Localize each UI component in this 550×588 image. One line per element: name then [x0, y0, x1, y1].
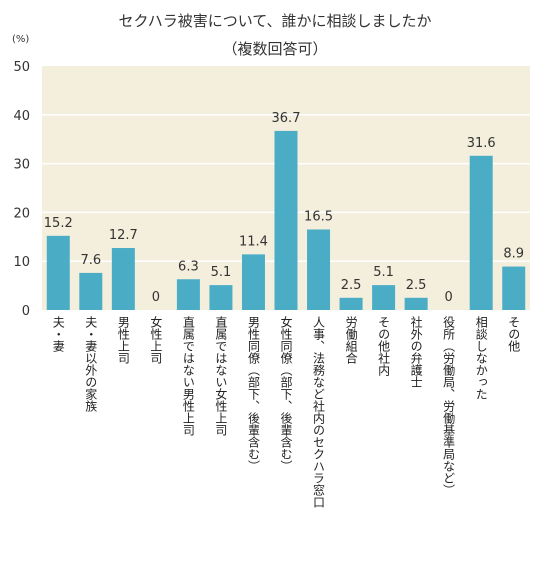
bar-value-label: 5.1	[211, 265, 232, 280]
x-category-label: 男性同僚（部下、後輩含む）	[246, 316, 261, 472]
chart-subtitle: （複数回答可）	[222, 40, 328, 58]
bar-value-label: 8.9	[503, 247, 524, 262]
bar	[502, 266, 526, 310]
x-category-label: 役所（労働局、労働基準局など）	[441, 316, 456, 496]
y-tick-label: 40	[13, 109, 30, 124]
bar	[176, 279, 200, 310]
x-category-label: 相談しなかった	[474, 316, 489, 400]
bar	[79, 272, 103, 310]
x-category-label: 女性上司	[148, 316, 163, 364]
y-tick-label: 30	[13, 158, 30, 173]
y-tick-label: 10	[13, 255, 30, 270]
bar	[372, 285, 396, 310]
y-tick-label: 0	[22, 304, 30, 319]
bar	[339, 297, 363, 310]
y-tick-label: 20	[13, 206, 30, 221]
y-tick-label: 50	[13, 60, 30, 75]
x-category-label: 社外の弁護士	[409, 316, 424, 388]
bar-value-label: 11.4	[239, 234, 268, 249]
bar-value-label: 7.6	[80, 253, 101, 268]
bar	[469, 155, 493, 310]
x-category-label: 人事、法務など社内のセクハラ窓口	[311, 316, 326, 508]
bar	[241, 254, 265, 310]
bar-value-label: 2.5	[341, 278, 362, 293]
bar	[404, 297, 428, 310]
bar	[46, 235, 70, 310]
x-category-label: 直属ではない女性上司	[213, 316, 228, 436]
chart-title: セクハラ被害について、誰かに相談しましたか	[118, 12, 432, 30]
bar-value-label: 36.7	[272, 111, 301, 126]
bar-value-label: 31.6	[467, 136, 496, 151]
bar-value-label: 2.5	[406, 278, 427, 293]
bar	[274, 130, 298, 310]
y-axis-unit: (%)	[12, 34, 30, 45]
x-category-label: 労働組合	[344, 316, 359, 364]
x-category-label: 男性上司	[116, 316, 131, 364]
bar-value-label: 16.5	[304, 209, 333, 224]
bar-value-label: 0	[152, 290, 160, 305]
x-category-label: 夫・妻以外の家族	[83, 316, 98, 412]
x-category-label: 直属ではない男性上司	[181, 316, 196, 436]
bar	[307, 229, 331, 310]
x-category-label: その他	[506, 316, 521, 352]
bar-value-label: 12.7	[109, 228, 138, 243]
x-category-label: 女性同僚（部下、後輩含む）	[279, 316, 293, 472]
bar-value-label: 15.2	[44, 216, 73, 231]
bar-value-label: 6.3	[178, 259, 199, 274]
x-category-label: その他社内	[376, 316, 391, 376]
bar	[209, 285, 233, 310]
bar	[111, 248, 135, 310]
bar-value-label: 0	[445, 290, 453, 305]
bar-value-label: 5.1	[373, 265, 394, 280]
x-category-label: 夫・妻	[51, 316, 66, 352]
